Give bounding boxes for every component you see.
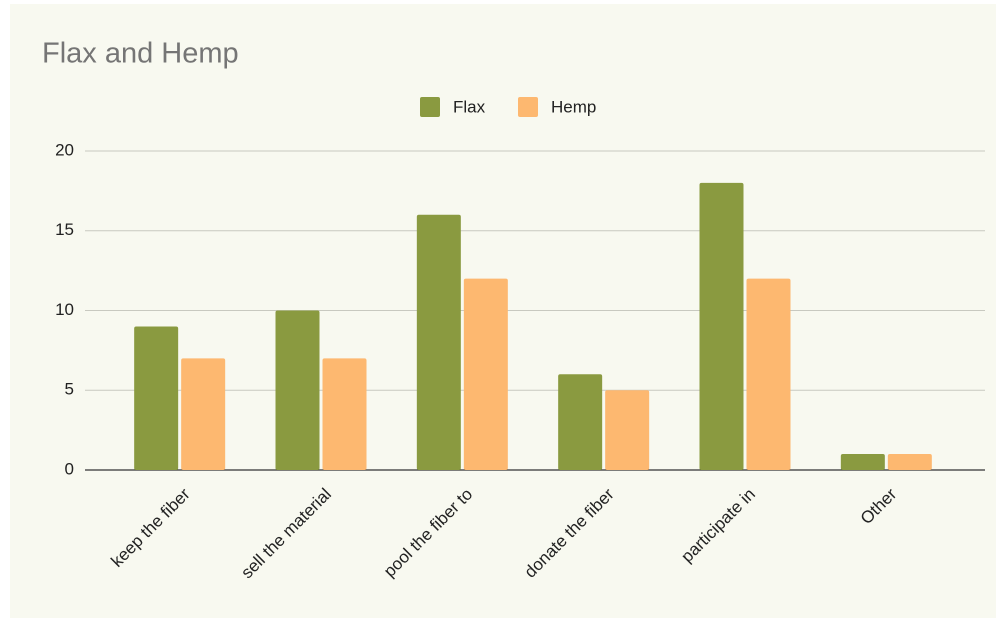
bar (887, 454, 932, 470)
y-tick-label: 10 (55, 300, 74, 319)
y-tick-label: 0 (65, 459, 74, 478)
chart-title: Flax and Hemp (42, 38, 239, 70)
y-tick-label: 15 (55, 220, 74, 239)
bar (416, 214, 461, 470)
legend-label: Flax (453, 97, 486, 116)
y-tick-label: 20 (55, 140, 74, 159)
legend-swatch (420, 97, 440, 117)
bar (463, 278, 508, 470)
bar (134, 326, 179, 470)
bar (840, 454, 885, 470)
bar (322, 358, 367, 470)
bar (275, 310, 320, 470)
legend-swatch (518, 97, 538, 117)
bar (181, 358, 226, 470)
bar (605, 390, 650, 470)
bar (558, 374, 603, 470)
bar (699, 182, 744, 470)
y-tick-label: 5 (65, 380, 74, 399)
bar (746, 278, 791, 470)
legend-label: Hemp (551, 97, 596, 116)
